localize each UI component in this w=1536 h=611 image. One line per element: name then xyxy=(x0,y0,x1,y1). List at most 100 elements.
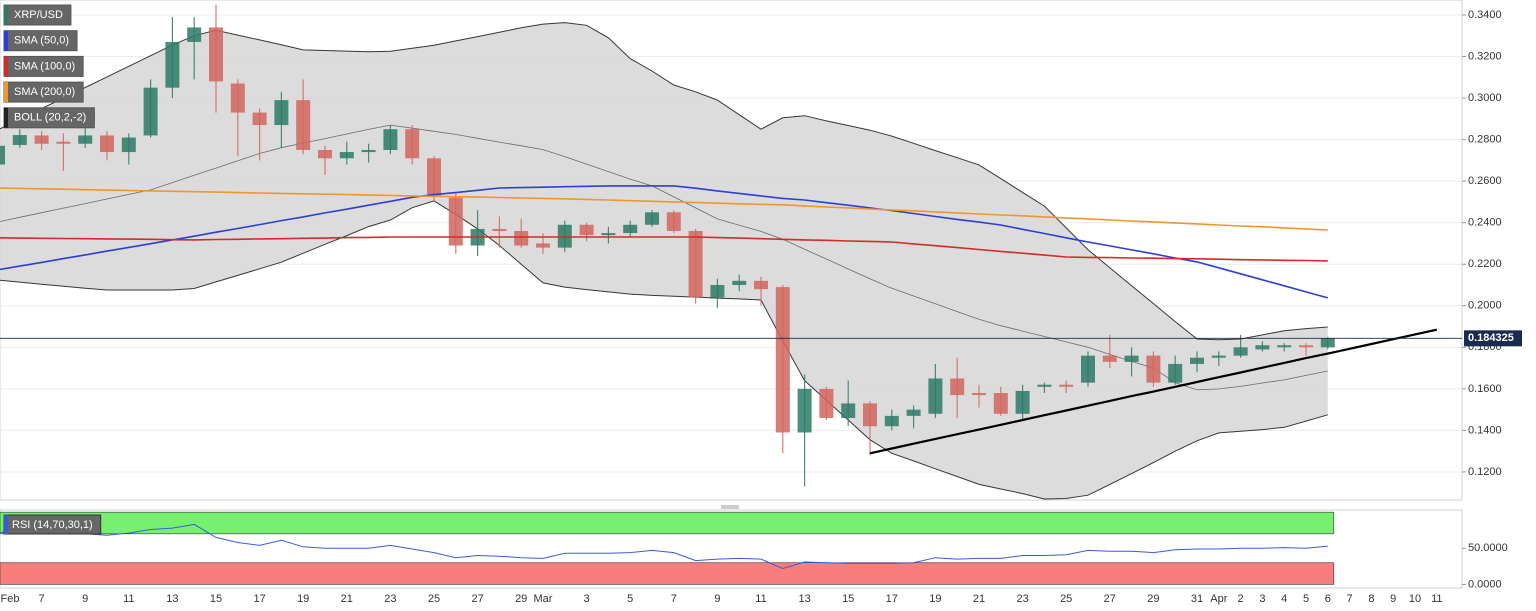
x-tick-label: 10 xyxy=(1409,593,1421,605)
legend-label: XRP/USD xyxy=(14,9,63,21)
panel-resize-handle[interactable] xyxy=(721,505,739,509)
candle-body xyxy=(623,224,638,234)
x-tick-label: 23 xyxy=(384,593,396,605)
x-tick-label: 27 xyxy=(1104,593,1116,605)
x-tick-label: 13 xyxy=(798,593,810,605)
candle-body xyxy=(797,388,812,433)
x-tick-label: 7 xyxy=(1347,593,1353,605)
candle-body xyxy=(1255,345,1270,350)
legend-swatch xyxy=(4,30,8,51)
x-tick-label: 21 xyxy=(973,593,985,605)
x-tick-label: Mar xyxy=(534,593,553,605)
legend-swatch xyxy=(4,107,8,128)
candle-body xyxy=(1037,384,1052,387)
candle-body xyxy=(1081,355,1095,383)
rsi-zone xyxy=(0,511,1335,535)
candle-body xyxy=(1102,355,1117,362)
x-tick-label: 15 xyxy=(210,593,222,605)
legend-label: SMA (200,0) xyxy=(14,86,75,98)
y-tick-label: 0.3000 xyxy=(1468,92,1502,104)
candle-body xyxy=(666,212,681,231)
candle-body xyxy=(0,145,5,165)
y-tick-label: 0.2400 xyxy=(1468,217,1502,229)
x-tick-label: 5 xyxy=(627,593,633,605)
candle-body xyxy=(427,158,441,196)
candle-body xyxy=(448,197,463,246)
candle-body xyxy=(1320,338,1335,348)
candle-body xyxy=(557,224,572,248)
x-tick-label: 5 xyxy=(1303,593,1309,605)
candle-body xyxy=(950,378,965,396)
legend-label: SMA (50,0) xyxy=(14,35,69,47)
rsi-title: RSI (14,70,30,1) xyxy=(12,519,93,531)
candle-body xyxy=(165,41,180,88)
candle-body xyxy=(100,135,114,153)
x-tick-label: 3 xyxy=(1259,593,1265,605)
candle-body xyxy=(78,135,93,144)
x-tick-label: 13 xyxy=(166,593,178,605)
candle-body xyxy=(1124,355,1139,362)
bollinger-middle xyxy=(0,124,1328,391)
candle-body xyxy=(645,212,659,225)
x-tick-label: 11 xyxy=(123,593,134,605)
x-tick-label: 4 xyxy=(1281,593,1287,605)
last-price-box xyxy=(1464,330,1522,347)
y-tick-label: 0.1600 xyxy=(1468,383,1502,395)
candle-body xyxy=(972,393,986,396)
candle-body xyxy=(1277,345,1292,348)
last-price-label: 0.184325 xyxy=(1468,332,1514,344)
x-tick-label: 9 xyxy=(82,593,88,605)
y-tick-label: 0.2000 xyxy=(1468,300,1502,312)
candle-body xyxy=(405,129,420,159)
candle-body xyxy=(56,141,71,144)
candle-body xyxy=(318,149,332,159)
x-tick-label: 17 xyxy=(253,593,265,605)
x-tick-label: 19 xyxy=(297,593,309,605)
candle-body xyxy=(1190,357,1204,364)
legend-swatch xyxy=(4,515,8,534)
candle-body xyxy=(339,152,354,159)
candle-body xyxy=(863,403,877,427)
x-tick-label: 31 xyxy=(1191,593,1203,605)
x-tick-label: 29 xyxy=(515,593,527,605)
x-tick-label: 8 xyxy=(1368,593,1374,605)
candle-body xyxy=(993,393,1008,414)
candle-body xyxy=(601,233,616,236)
x-tick-label: 29 xyxy=(1147,593,1159,605)
x-tick-label: 11 xyxy=(755,593,766,605)
y-tick-label: 0.3400 xyxy=(1468,9,1502,21)
candle-body xyxy=(884,415,899,427)
rsi-line xyxy=(0,523,1328,570)
candle-body xyxy=(732,280,747,286)
x-tick-label: 27 xyxy=(471,593,483,605)
candle-body xyxy=(710,285,725,298)
candle-body xyxy=(187,27,202,42)
x-tick-label: Feb xyxy=(1,593,20,605)
sma-line xyxy=(0,187,1328,231)
y-tick-label: 50.0000 xyxy=(1468,542,1508,554)
candle-body xyxy=(1211,355,1226,358)
candle-body xyxy=(1015,390,1030,414)
candle-body xyxy=(492,228,507,231)
bollinger-lower xyxy=(0,200,1328,500)
legend-swatch xyxy=(4,56,8,77)
y-tick-label: 0.1400 xyxy=(1468,424,1502,436)
x-tick-label: 3 xyxy=(584,593,590,605)
x-tick-label: 25 xyxy=(428,593,440,605)
candle-body xyxy=(252,112,267,126)
candle-body xyxy=(361,149,376,153)
x-tick-label: 2 xyxy=(1238,593,1244,605)
candle-body xyxy=(1299,345,1313,348)
x-tick-label: 21 xyxy=(341,593,353,605)
candle-body xyxy=(819,388,834,418)
candle-body xyxy=(841,403,856,418)
y-tick-label: 0.2600 xyxy=(1468,175,1502,187)
x-tick-label: 9 xyxy=(714,593,720,605)
x-tick-label: 7 xyxy=(39,593,45,605)
x-tick-label: 9 xyxy=(1390,593,1396,605)
y-tick-label: 0.0000 xyxy=(1468,578,1502,590)
legend-swatch xyxy=(4,5,8,25)
candle-body xyxy=(121,137,136,153)
candle-body xyxy=(906,409,921,416)
